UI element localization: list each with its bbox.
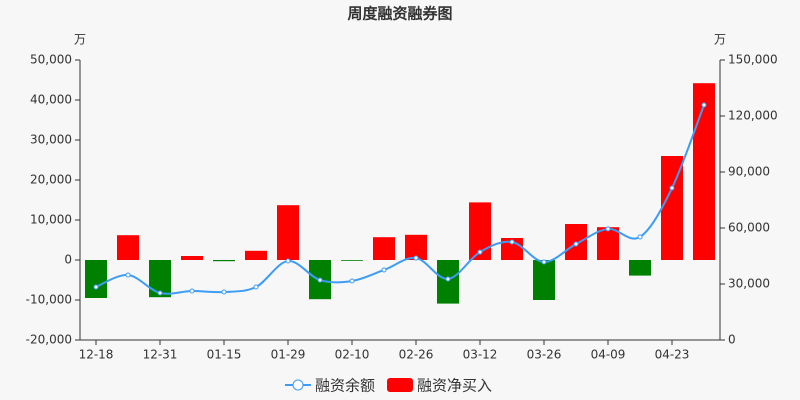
y-tick-label: 30,000 [30,133,72,147]
line-point [93,284,99,290]
x-tick-label: 12-31 [143,348,178,362]
line-point [509,239,515,245]
bar [373,237,395,260]
line-point [413,255,419,261]
line-point [669,185,675,191]
bar [181,256,203,260]
legend-swatch [387,378,414,392]
line-point [349,278,355,284]
line-point [541,259,547,265]
line-point [189,288,195,294]
line-point [253,284,259,290]
bar [469,202,491,260]
y-tick-label: 0 [64,253,72,267]
bar [213,260,235,262]
y-unit: 万 [74,33,86,47]
line-point [701,102,707,108]
legend-label: 融资净买入 [417,377,492,395]
bar [437,260,459,304]
y-tick-label: 10,000 [30,213,72,227]
legend-marker [292,379,304,391]
y2-tick-label: 30,000 [728,277,770,291]
bar [533,260,555,300]
line-point [125,272,131,278]
bar [405,234,427,260]
line-point [157,290,163,296]
y-tick-label: 50,000 [30,53,72,67]
y-tick-label: -20,000 [26,333,72,347]
bar [85,260,107,298]
y-tick-label: -10,000 [26,293,72,307]
y2-tick-label: 90,000 [728,165,770,179]
line-point [381,267,387,273]
x-tick-label: 04-09 [591,348,626,362]
x-tick-label: 04-23 [655,348,690,362]
bar [277,205,299,260]
y2-tick-label: 150,000 [728,53,778,67]
x-tick-label: 02-10 [335,348,370,362]
x-tick-label: 01-29 [271,348,306,362]
bar [149,260,171,298]
y-tick-label: 40,000 [30,93,72,107]
line-point [573,241,579,247]
line-point [317,277,323,283]
x-tick-label: 02-26 [399,348,434,362]
x-tick-label: 03-26 [527,348,562,362]
x-tick-label: 12-18 [79,348,114,362]
bar [117,235,139,260]
bar [693,83,715,260]
chart-title: 周度融资融券图 [347,5,452,23]
y-tick-label: 20,000 [30,173,72,187]
line-point [637,234,643,240]
bar [597,227,619,260]
x-tick-label: 03-12 [463,348,498,362]
line-point [285,258,291,264]
y2-tick-label: 60,000 [728,221,770,235]
line-point [477,249,483,255]
x-tick-label: 01-15 [207,348,242,362]
line-point [221,289,227,295]
bar [661,156,683,260]
line-point [605,226,611,232]
line-point [445,276,451,282]
y2-unit: 万 [714,33,726,47]
bar [341,260,363,261]
legend-label: 融资余额 [315,377,375,395]
bar [245,250,267,260]
y2-tick-label: 120,000 [728,109,778,123]
y2-tick-label: 0 [728,333,736,347]
bar [629,260,651,276]
